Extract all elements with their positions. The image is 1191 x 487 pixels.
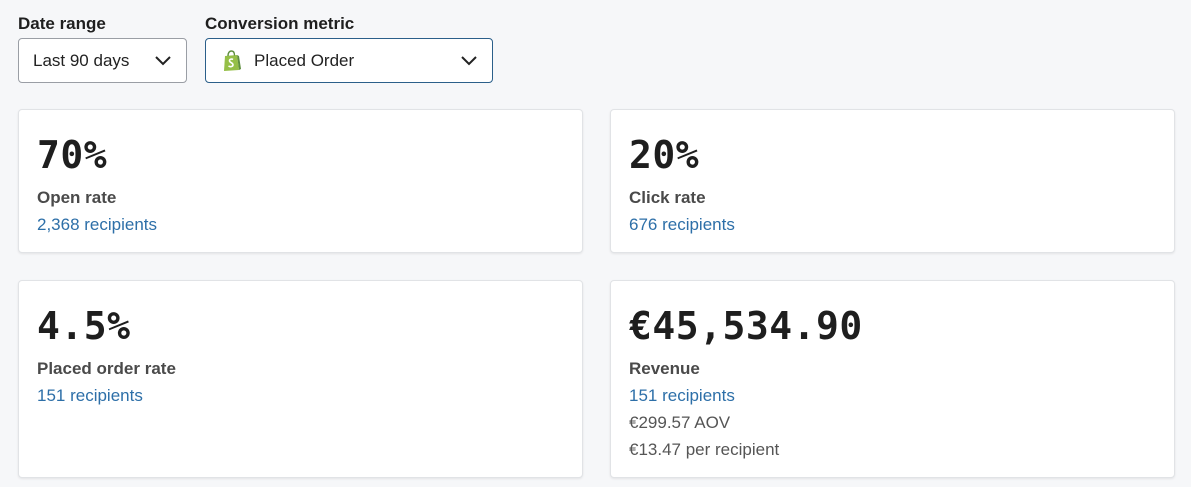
- conversion-metric-value: Placed Order: [254, 50, 355, 70]
- revenue-value: €45,534.90: [629, 304, 863, 348]
- placed-order-recipients-link[interactable]: 151 recipients: [37, 386, 143, 405]
- revenue-label: Revenue: [629, 359, 700, 378]
- open-rate-label: Open rate: [37, 188, 117, 207]
- open-rate-value: 70%: [37, 133, 108, 177]
- click-rate-recipients-link[interactable]: 676 recipients: [629, 215, 735, 234]
- placed-order-rate-value: 4.5%: [37, 304, 131, 348]
- date-range-value: Last 90 days: [33, 50, 130, 70]
- click-rate-label: Click rate: [629, 188, 706, 207]
- revenue-aov: €299.57 AOV: [629, 413, 731, 432]
- open-rate-recipients-link[interactable]: 2,368 recipients: [37, 215, 158, 234]
- date-range-filter: Date range Last 90 days: [18, 12, 187, 83]
- chevron-down-icon: [155, 55, 171, 65]
- click-rate-value: 20%: [629, 133, 700, 177]
- chevron-down-icon: [461, 55, 477, 65]
- click-rate-card: 20% Click rate 676 recipients: [610, 109, 1175, 253]
- open-rate-card: 70% Open rate 2,368 recipients: [18, 109, 583, 253]
- date-range-select[interactable]: Last 90 days: [18, 38, 187, 83]
- filters-bar: Date range Last 90 days Conversion metri…: [18, 12, 493, 83]
- placed-order-rate-label: Placed order rate: [37, 359, 176, 378]
- conversion-metric-filter: Conversion metric Placed Order: [205, 12, 493, 83]
- conversion-metric-label: Conversion metric: [205, 14, 355, 33]
- revenue-recipients-link[interactable]: 151 recipients: [629, 386, 735, 405]
- conversion-metric-select[interactable]: Placed Order: [205, 38, 493, 83]
- revenue-card: €45,534.90 Revenue 151 recipients €299.5…: [610, 280, 1175, 478]
- date-range-label: Date range: [18, 14, 106, 33]
- shopify-icon: [224, 49, 241, 71]
- revenue-per-recipient: €13.47 per recipient: [629, 440, 780, 459]
- placed-order-rate-card: 4.5% Placed order rate 151 recipients: [18, 280, 583, 478]
